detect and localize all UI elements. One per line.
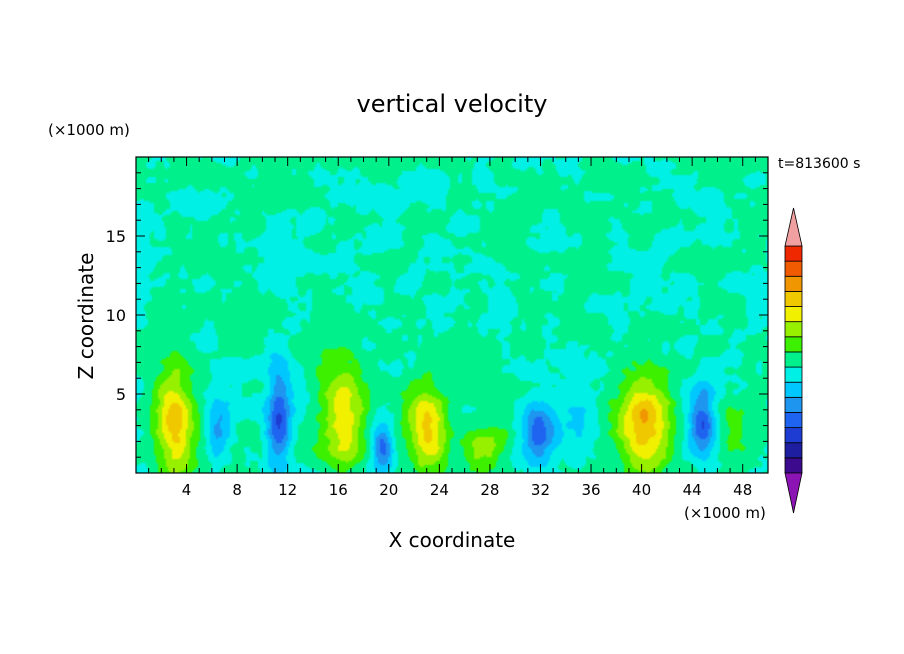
velocity-contour-image (136, 157, 768, 473)
colorbar-segment (784, 396, 803, 413)
x-tick-label: 48 (733, 481, 752, 499)
colorbar-segment (784, 321, 803, 338)
colorbar-segment (784, 245, 803, 262)
colorbar-segment (784, 351, 803, 368)
colorbar-tick-label: -12 (811, 0, 834, 4)
y-unit-label: (×1000 m) (48, 121, 130, 139)
colorbar-segment (784, 306, 803, 323)
x-tick-label: 16 (329, 481, 348, 499)
colorbar-under-triangle (784, 472, 803, 514)
colorbar-segment (784, 336, 803, 353)
x-tick-label: 44 (683, 481, 702, 499)
y-tick-label: 15 (106, 227, 126, 246)
colorbar-tick-label: -6 (811, 0, 825, 4)
colorbar-segment (784, 427, 803, 444)
x-tick-label: 12 (278, 481, 297, 499)
x-unit-label: (×1000 m) (684, 504, 766, 522)
x-axis-ticks: 4 8 12 16 20 24 28 32 36 40 44 48 (148, 157, 756, 499)
x-tick-label: 8 (232, 481, 242, 499)
colorbar-segment (784, 275, 803, 292)
colorbar-segment (784, 442, 803, 459)
colorbar-tick-label: 18 (811, 0, 829, 4)
colorbar-tick-label: 12 (811, 0, 829, 4)
x-tick-label: 40 (632, 481, 651, 499)
x-tick-label: 32 (531, 481, 550, 499)
colorbar-segment (784, 260, 803, 277)
x-tick-label: 24 (430, 481, 449, 499)
colorbar-segment (784, 290, 803, 307)
x-tick-label: 4 (182, 481, 192, 499)
colorbar-segment (784, 366, 803, 383)
colorbar-segment (784, 412, 803, 429)
colorbar-over-triangle (784, 207, 803, 247)
y-axis-label: Z coordinate (74, 253, 98, 380)
chart-title: vertical velocity (357, 90, 548, 118)
x-axis-label: X coordinate (389, 528, 516, 552)
colorbar-tick-label: 0 (811, 0, 820, 4)
y-tick-label: 5 (116, 385, 126, 404)
y-tick-label: 10 (106, 306, 126, 325)
colorbar-tick-label: 6 (811, 0, 820, 4)
colorbar-segment (784, 381, 803, 398)
x-tick-label: 36 (581, 481, 600, 499)
x-tick-label: 28 (480, 481, 499, 499)
colorbar (784, 207, 803, 514)
x-tick-label: 20 (379, 481, 398, 499)
colorbar-labels: 181260-6-12-18 (811, 0, 834, 4)
contour-field (136, 157, 768, 473)
y-axis-ticks: 5 10 15 (106, 172, 768, 458)
colorbar-tick-label: -18 (811, 0, 834, 4)
time-label: t=813600 s (778, 156, 860, 172)
colorbar-segment (784, 457, 803, 474)
